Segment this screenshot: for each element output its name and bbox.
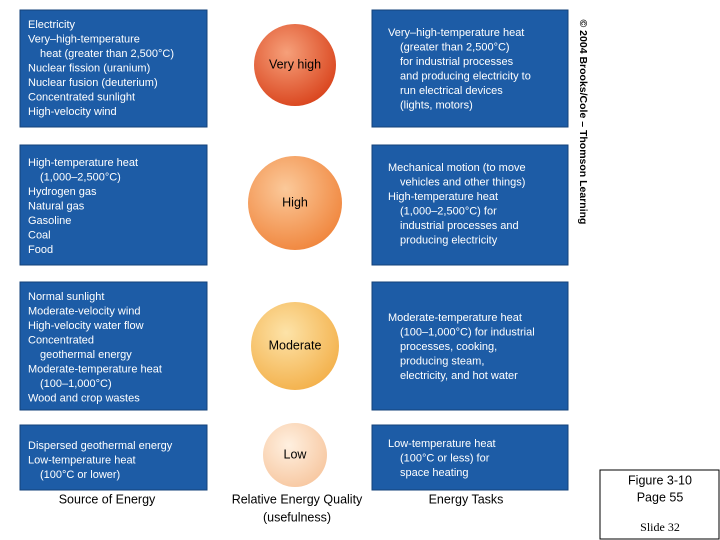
quality-circle <box>251 302 339 390</box>
column-label: Source of Energy <box>59 492 156 506</box>
source-box <box>19 9 208 128</box>
task-line: for industrial processes <box>400 56 514 68</box>
source-line: Dispersed geothermal energy <box>28 440 173 452</box>
source-line: Electricity <box>28 19 76 31</box>
task-box <box>371 424 569 491</box>
task-box <box>371 281 569 411</box>
quality-label: Low <box>284 447 308 461</box>
task-line: vehicles and other things) <box>400 176 525 188</box>
task-box <box>371 9 569 128</box>
source-line: (1,000–2,500°C) <box>40 171 121 183</box>
source-line: Low-temperature heat <box>28 454 136 466</box>
quality-circle <box>248 156 342 250</box>
task-line: processes, cooking, <box>400 341 497 353</box>
source-line: Normal sunlight <box>28 291 104 303</box>
task-line: electricity, and hot water <box>400 370 518 382</box>
source-line: Nuclear fusion (deuterium) <box>28 77 158 89</box>
source-line: Gasoline <box>28 215 71 227</box>
source-line: High-velocity wind <box>28 106 117 118</box>
quality-label: Very high <box>269 57 321 71</box>
quality-circle <box>263 423 327 487</box>
source-line: Moderate-velocity wind <box>28 305 141 317</box>
figure-box <box>599 469 720 540</box>
source-line: Moderate-temperature heat <box>28 363 162 375</box>
task-line: Mechanical motion (to move <box>388 162 526 174</box>
quality-circle <box>254 24 336 106</box>
quality-label: Moderate <box>269 338 322 352</box>
source-line: heat (greater than 2,500°C) <box>40 48 174 60</box>
source-box <box>19 144 208 266</box>
source-line: Natural gas <box>28 200 85 212</box>
task-line: Very–high-temperature heat <box>388 27 524 39</box>
task-line: producing steam, <box>400 355 484 367</box>
task-line: space heating <box>400 467 469 479</box>
source-box <box>19 424 208 491</box>
source-line: Very–high-temperature <box>28 33 140 45</box>
source-line: Coal <box>28 229 51 241</box>
slide-label: Slide 32 <box>640 520 680 534</box>
task-line: industrial processes and <box>400 220 519 232</box>
task-line: Low-temperature heat <box>388 438 496 450</box>
task-line: run electrical devices <box>400 85 503 97</box>
task-line: (100–1,000°C) for industrial <box>400 326 535 338</box>
source-line: High-velocity water flow <box>28 320 144 332</box>
column-label: Energy Tasks <box>429 492 504 506</box>
task-line: producing electricity <box>400 234 498 246</box>
figure-label: Figure 3-10 <box>628 473 692 487</box>
column-label: Relative Energy Quality <box>232 492 363 506</box>
page-label: Page 55 <box>637 490 684 504</box>
source-line: (100°C or lower) <box>40 469 120 481</box>
source-line: Food <box>28 244 53 256</box>
source-line: High-temperature heat <box>28 157 138 169</box>
task-line: Moderate-temperature heat <box>388 312 522 324</box>
task-line: (greater than 2,500°C) <box>400 41 510 53</box>
column-label: (usefulness) <box>263 510 331 524</box>
source-line: geothermal energy <box>40 349 132 361</box>
task-line: High-temperature heat <box>388 191 498 203</box>
source-line: (100–1,000°C) <box>40 378 112 390</box>
task-line: and producing electricity to <box>400 70 531 82</box>
source-line: Concentrated <box>28 334 94 346</box>
quality-label: High <box>282 195 308 209</box>
source-line: Wood and crop wastes <box>28 392 140 404</box>
task-line: (1,000–2,500°C) for <box>400 205 497 217</box>
task-line: (100°C or less) for <box>400 452 490 464</box>
source-box <box>19 281 208 411</box>
task-box <box>371 144 569 266</box>
task-line: (lights, motors) <box>400 99 473 111</box>
copyright: © 2004 Brooks/Cole – Thomson Learning <box>577 20 589 225</box>
source-line: Nuclear fission (uranium) <box>28 62 150 74</box>
source-line: Hydrogen gas <box>28 186 97 198</box>
source-line: Concentrated sunlight <box>28 91 135 103</box>
